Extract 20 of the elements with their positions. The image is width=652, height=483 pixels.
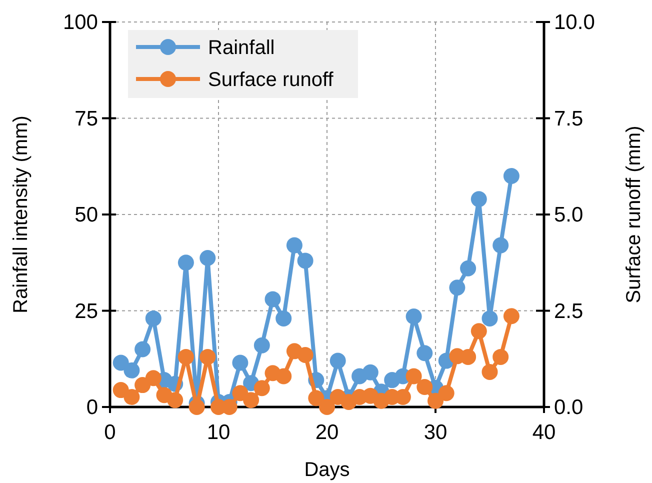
y2-tick-label: 7.5: [554, 107, 584, 130]
y2-tick-label: 2.5: [554, 300, 584, 323]
legend-label: Rainfall: [208, 37, 275, 59]
x-tick-label: 30: [424, 421, 448, 444]
y-tick-label: 75: [74, 107, 98, 130]
y-tick-label: 0: [86, 396, 98, 419]
y2-tick-label: 0.0: [554, 396, 584, 419]
y2-tick-label: 5.0: [554, 204, 584, 226]
y-axis-title: Rainfall intensity (mm): [10, 116, 32, 314]
legend-label: Surface runoff: [208, 69, 334, 91]
x-tick-label: 20: [315, 421, 339, 444]
y-tick-label: 100: [62, 11, 98, 34]
x-tick-label: 40: [532, 421, 556, 444]
y2-tick-label: 10.0: [554, 11, 595, 34]
x-axis-title: Days: [304, 459, 350, 481]
y-tick-label: 50: [74, 204, 98, 226]
x-tick-label: 0: [104, 421, 116, 444]
y2-axis-title: Surface runoff (mm): [623, 126, 645, 304]
y-tick-label: 25: [74, 300, 98, 323]
x-tick-label: 10: [206, 421, 230, 444]
